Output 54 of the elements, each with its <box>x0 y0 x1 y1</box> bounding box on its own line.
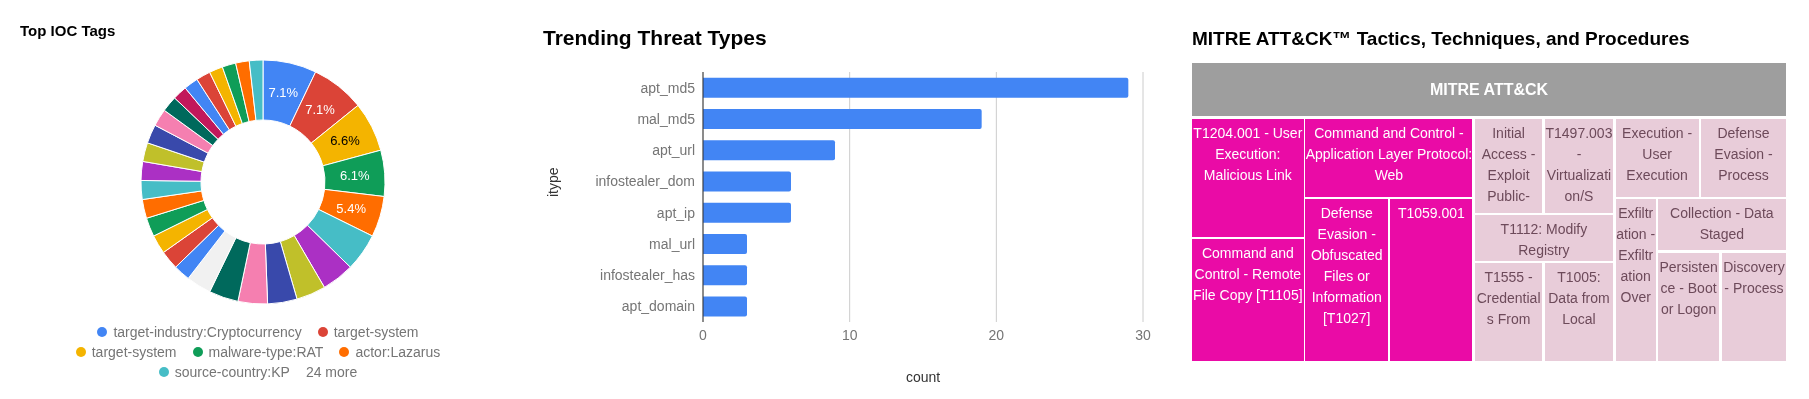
text: 24 more <box>305 364 358 380</box>
bar <box>703 171 791 192</box>
x-tick-label: 10 <box>841 326 858 343</box>
y-tick-label: apt_url <box>652 142 695 159</box>
x-axis-title: count <box>905 369 941 385</box>
category-label: Command and Control - Application Layer Protocol: Web <box>1305 124 1473 185</box>
category-label: Exfiltration - Exfiltration Over <box>1615 204 1656 308</box>
chart-title: Top IOC Tags <box>20 22 116 39</box>
bar <box>703 77 1129 98</box>
category-label: Execution - User Execution <box>1621 124 1694 185</box>
data-label: 7.1% <box>305 102 336 118</box>
category-label: T1204.001 - User Execution: Malicious Link <box>1192 124 1304 185</box>
y-tick-label: infostealer_dom <box>595 173 695 190</box>
category-label: Initial Access - Exploit Public- <box>1480 124 1537 206</box>
category-label: Defense Evasion - Obfuscated Files or Information [T1027] <box>1309 204 1384 329</box>
y-tick-label: apt_md5 <box>640 79 696 96</box>
data-label: 7.1% <box>268 84 299 100</box>
category-label: Command and Control - Remote File Copy [T1105] <box>1192 244 1304 306</box>
legend-label: target-industry:Cryptocurrency <box>112 324 302 340</box>
bar <box>703 233 747 254</box>
legend-label: malware-type:RAT <box>207 344 324 360</box>
legend-label: source-country:KP <box>173 364 290 380</box>
x-tick-label: 30 <box>1135 326 1151 343</box>
bar <box>703 108 982 129</box>
data-label: 6.1% <box>339 167 371 183</box>
data-label: 6.6% <box>330 132 361 148</box>
bar <box>703 296 747 317</box>
category-label: Discovery - Process <box>1722 257 1786 298</box>
chart-title: Trending Threat Types <box>543 26 767 50</box>
category-label: MITRE ATT&CK <box>1192 63 1786 116</box>
x-tick-label: 0 <box>699 326 708 343</box>
category-label: T1059.001 <box>1397 204 1465 224</box>
bar <box>703 202 791 223</box>
category-label: Persistence - Boot or Logon <box>1658 257 1719 319</box>
text: MITRE ATT&CK™ Tactics, Techniques, and Procedures <box>1192 28 1690 50</box>
category-label: Collection - Data Staged <box>1669 204 1775 245</box>
y-tick-label: apt_domain <box>621 298 695 315</box>
bar <box>703 265 747 286</box>
category-label: T1555 - Credentials From <box>1475 268 1542 330</box>
y-tick-label: mal_md5 <box>637 110 696 127</box>
category-label: Defense Evasion - Process <box>1713 124 1774 185</box>
y-axis-title: itype <box>544 167 561 197</box>
legend-label: target-system <box>90 344 177 360</box>
y-tick-label: infostealer_has <box>600 267 695 284</box>
bar <box>703 140 835 161</box>
legend-label: actor:Lazarus <box>354 344 441 360</box>
y-tick-label: apt_ip <box>656 204 696 221</box>
category-label: T1497.003 - Virtualization/S <box>1544 124 1614 206</box>
category-label: T1112: Modify Registry <box>1499 220 1589 261</box>
category-label: T1005: Data from Local <box>1547 268 1611 330</box>
x-tick-label: 20 <box>988 326 1005 343</box>
y-tick-label: mal_url <box>649 235 695 252</box>
data-label: 5.4% <box>336 200 367 216</box>
legend-label: target-system <box>332 324 419 340</box>
